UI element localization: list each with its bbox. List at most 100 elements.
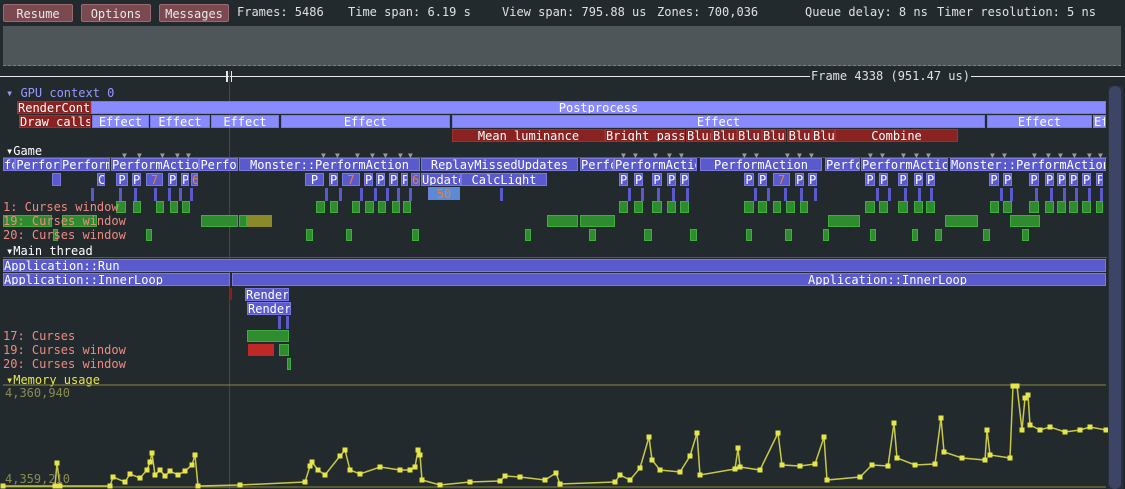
- lock-block[interactable]: [746, 229, 752, 241]
- memory-sample-point[interactable]: [377, 464, 383, 470]
- memory-sample-point[interactable]: [912, 462, 918, 468]
- zone-p[interactable]: P: [329, 173, 338, 186]
- lock-block[interactable]: [62, 215, 97, 227]
- message-marker-icon[interactable]: ▼: [742, 151, 747, 160]
- zone-bar[interactable]: [154, 188, 157, 201]
- message-marker-icon[interactable]: ▼: [679, 151, 684, 160]
- message-marker-icon[interactable]: ▼: [1046, 151, 1051, 160]
- message-marker-icon[interactable]: ▼: [383, 151, 388, 160]
- zone-p[interactable]: P: [795, 173, 804, 186]
- lock-block[interactable]: [589, 229, 596, 241]
- lock-block[interactable]: [306, 229, 313, 241]
- zone-blur[interactable]: Blur: [812, 129, 835, 142]
- zone-p[interactable]: P: [168, 173, 177, 186]
- zone-p[interactable]: P: [808, 173, 817, 186]
- zone-p[interactable]: P: [1045, 173, 1054, 186]
- zone-bar[interactable]: [904, 188, 907, 201]
- message-marker-icon[interactable]: ▼: [868, 151, 873, 160]
- game-thread-header[interactable]: ▾Game: [6, 145, 42, 158]
- zone-p[interactable]: P: [914, 173, 923, 186]
- lock-block[interactable]: [580, 215, 615, 227]
- lock-block[interactable]: [1082, 201, 1091, 213]
- zone-draw-calls[interactable]: Draw calls: [19, 115, 91, 128]
- memory-sample-point[interactable]: [0, 483, 6, 489]
- memory-sample-point[interactable]: [637, 465, 643, 471]
- memory-sample-point[interactable]: [517, 474, 523, 480]
- lock-block[interactable]: [865, 201, 875, 213]
- zone-p[interactable]: P: [389, 173, 398, 186]
- lock-block[interactable]: [870, 229, 876, 241]
- memory-sample-point[interactable]: [885, 463, 891, 469]
- memory-sample-point[interactable]: [694, 430, 700, 436]
- zone-p[interactable]: P: [652, 173, 662, 186]
- zone-p[interactable]: P: [744, 173, 754, 186]
- lock-block[interactable]: [914, 201, 923, 213]
- message-marker-icon[interactable]: ▼: [809, 151, 814, 160]
- zone-render-context[interactable]: RenderConte: [17, 101, 91, 114]
- memory-sample-point[interactable]: [824, 477, 830, 483]
- memory-sample-point[interactable]: [1025, 392, 1031, 398]
- zone-bar[interactable]: [409, 188, 412, 201]
- zone-bar[interactable]: [397, 188, 400, 201]
- zone-bar[interactable]: [767, 188, 770, 201]
- message-marker-icon[interactable]: ▼: [1087, 151, 1092, 160]
- zone-bar[interactable]: [1010, 188, 1013, 201]
- zone-bar[interactable]: [930, 188, 933, 201]
- memory-sample-point[interactable]: [307, 463, 313, 469]
- lock-block[interactable]: [652, 201, 662, 213]
- message-marker-icon[interactable]: ▼: [335, 151, 340, 160]
- message-marker-icon[interactable]: ▼: [137, 151, 142, 160]
- lock-block[interactable]: [667, 201, 676, 213]
- zone-p[interactable]: P: [619, 173, 628, 186]
- memory-sample-point[interactable]: [1019, 427, 1025, 433]
- zone-bar[interactable]: [888, 188, 891, 201]
- memory-sample-point[interactable]: [315, 467, 321, 473]
- zone-bar[interactable]: [179, 188, 182, 201]
- memory-sample-point[interactable]: [497, 478, 503, 484]
- zone-bar[interactable]: [1088, 188, 1091, 201]
- memory-sample-point[interactable]: [237, 482, 243, 488]
- zone-p[interactable]: P: [1029, 173, 1039, 186]
- memory-sample-point[interactable]: [54, 460, 60, 466]
- zone-bar[interactable]: [1063, 188, 1066, 201]
- frame-overview-graph[interactable]: [3, 26, 1121, 66]
- memory-sample-point[interactable]: [1010, 383, 1016, 389]
- zone-n50[interactable]: 50: [428, 187, 460, 200]
- memory-sample-point[interactable]: [775, 430, 781, 436]
- message-marker-icon[interactable]: ▼: [1058, 151, 1063, 160]
- zone-perfo[interactable]: Perfo: [199, 158, 238, 171]
- zone-bar[interactable]: [360, 188, 363, 201]
- lock-block[interactable]: [182, 201, 190, 213]
- message-marker-icon[interactable]: ▼: [122, 151, 127, 160]
- zone-p[interactable]: P: [181, 173, 189, 186]
- zone-mean-luminance[interactable]: Mean luminance: [452, 129, 605, 142]
- lock-block[interactable]: [786, 201, 795, 213]
- memory-sample-point[interactable]: [941, 449, 947, 455]
- memory-sample-point[interactable]: [137, 475, 143, 481]
- zone-effect[interactable]: Effect: [211, 115, 279, 128]
- resume-button[interactable]: Resume: [3, 4, 73, 22]
- message-marker-icon[interactable]: ▼: [160, 151, 165, 160]
- memory-sample-point[interactable]: [646, 434, 652, 440]
- zone-bar[interactable]: [641, 188, 644, 201]
- memory-sample-point[interactable]: [821, 434, 827, 440]
- memory-sample-point[interactable]: [557, 481, 563, 487]
- zone-run[interactable]: Application::Run: [3, 259, 1106, 272]
- zone-p[interactable]: P: [879, 173, 888, 186]
- lock-block[interactable]: [365, 201, 374, 213]
- memory-sample-point[interactable]: [57, 483, 63, 489]
- zone[interactable]: [52, 173, 61, 186]
- lock-contention-block[interactable]: [248, 344, 274, 356]
- zone-p[interactable]: P: [116, 173, 128, 186]
- lock-block[interactable]: [403, 201, 411, 213]
- lock-block[interactable]: [547, 215, 578, 227]
- memory-sample-point[interactable]: [122, 479, 128, 485]
- memory-sample-point[interactable]: [779, 462, 785, 468]
- memory-sample-point[interactable]: [167, 468, 173, 474]
- memory-sample-point[interactable]: [894, 455, 900, 461]
- memory-sample-point[interactable]: [627, 477, 633, 483]
- zone-bar[interactable]: [1050, 188, 1053, 201]
- lock-block[interactable]: [392, 201, 400, 213]
- zone-perform-actic[interactable]: PerformActic: [861, 158, 948, 171]
- message-marker-icon[interactable]: ▼: [1032, 151, 1037, 160]
